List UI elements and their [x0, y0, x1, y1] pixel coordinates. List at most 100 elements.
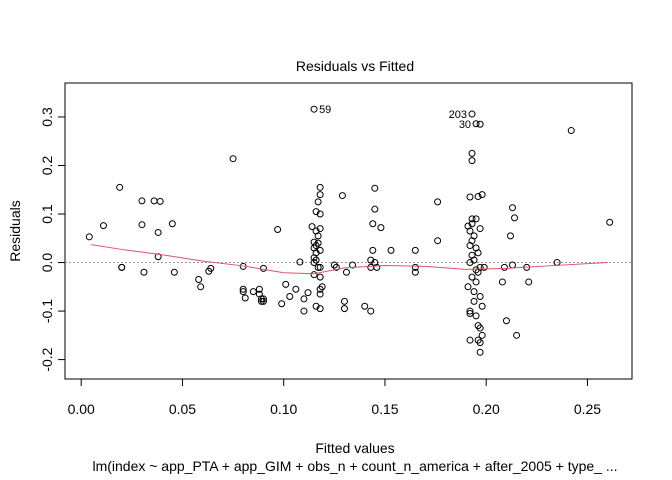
- y-tick-label: 0.2: [39, 156, 55, 176]
- x-tick-label: 0.00: [68, 401, 95, 417]
- x-tick-label: 0.05: [169, 401, 196, 417]
- y-tick-label: -0.1: [39, 299, 55, 323]
- smoother-line: [91, 244, 608, 275]
- residual-point: [361, 302, 369, 310]
- residual-point: [310, 271, 318, 279]
- residual-point: [249, 288, 257, 296]
- residual-point: [342, 268, 350, 276]
- residual-points: [85, 105, 614, 356]
- residual-point: [168, 220, 176, 228]
- residual-point: [502, 317, 510, 325]
- residual-point: [476, 225, 484, 233]
- residual-point: [138, 221, 146, 229]
- residual-point: [229, 155, 237, 163]
- residual-point: [509, 204, 517, 212]
- residual-point: [316, 225, 324, 233]
- residual-point: [310, 105, 318, 113]
- residual-point: [255, 285, 263, 293]
- residual-point: [259, 297, 267, 305]
- residual-point: [476, 339, 484, 347]
- outlier-label: 59: [319, 104, 331, 116]
- residual-point: [470, 297, 478, 305]
- residual-point: [197, 283, 205, 291]
- residual-point: [470, 288, 478, 296]
- residual-point: [498, 278, 506, 286]
- residual-point: [434, 198, 442, 206]
- residual-point: [411, 268, 419, 276]
- residual-point: [434, 237, 442, 245]
- residual-point: [154, 228, 162, 236]
- model-formula-subtitle: lm(index ~ app_PTA + app_GIM + obs_n + c…: [92, 458, 617, 474]
- residual-point: [308, 223, 316, 231]
- residual-point: [286, 293, 294, 301]
- residual-point: [85, 233, 93, 241]
- residual-point: [470, 232, 478, 240]
- x-tick-label: 0.20: [473, 401, 500, 417]
- residual-point: [474, 249, 482, 257]
- residual-point: [468, 273, 476, 281]
- residual-point: [513, 331, 521, 339]
- residual-point: [476, 263, 484, 271]
- residual-point: [241, 294, 249, 302]
- residual-point: [373, 263, 381, 271]
- residual-point: [140, 268, 148, 276]
- residual-point: [476, 348, 484, 356]
- residual-point: [316, 210, 324, 218]
- residual-point: [466, 227, 474, 235]
- y-tick-label: 0.3: [39, 107, 55, 127]
- residual-point: [411, 246, 419, 254]
- residual-point: [511, 214, 519, 222]
- residual-point: [472, 278, 480, 286]
- chart-title: Residuals vs Fitted: [296, 58, 414, 74]
- residual-point: [99, 222, 107, 230]
- residual-point: [154, 253, 162, 261]
- residual-point: [466, 309, 474, 317]
- residual-point: [472, 215, 480, 223]
- x-tick-label: 0.15: [371, 401, 398, 417]
- residual-point: [207, 264, 215, 272]
- residual-point: [468, 215, 476, 223]
- residual-point: [316, 290, 324, 298]
- residual-point: [468, 149, 476, 157]
- residual-point: [296, 258, 304, 266]
- residual-point: [314, 263, 322, 271]
- residual-point: [606, 218, 614, 226]
- y-axis: -0.2 -0.1 0.0 0.1 0.2 0.3: [39, 107, 66, 372]
- residual-point: [478, 191, 486, 199]
- x-axis: 0.00 0.05 0.10 0.15 0.20 0.25: [68, 378, 601, 417]
- y-tick-label: -0.2: [39, 347, 55, 371]
- residual-point: [138, 197, 146, 205]
- residual-point: [318, 283, 326, 291]
- residual-point: [170, 268, 178, 276]
- residual-point: [480, 263, 488, 271]
- residual-point: [316, 246, 324, 254]
- residual-point: [314, 232, 322, 240]
- residual-point: [476, 324, 484, 332]
- residual-point: [316, 191, 324, 199]
- residual-point: [314, 198, 322, 206]
- residual-point: [195, 276, 203, 284]
- residual-point: [300, 307, 308, 315]
- residual-point: [338, 192, 346, 200]
- residual-point: [340, 305, 348, 313]
- residual-point: [507, 232, 514, 240]
- residual-point: [316, 263, 324, 271]
- residual-point: [316, 183, 324, 191]
- residual-point: [474, 193, 482, 201]
- residual-point: [567, 127, 575, 135]
- y-tick-label: 0.1: [39, 204, 55, 224]
- residual-point: [411, 263, 419, 271]
- residual-point: [371, 205, 379, 213]
- residual-point: [525, 278, 533, 286]
- residual-point: [367, 307, 375, 315]
- x-tick-label: 0.10: [270, 401, 297, 417]
- residual-point: [312, 256, 320, 264]
- residual-point: [239, 288, 247, 296]
- outlier-label: 203: [449, 109, 467, 121]
- residual-point: [387, 246, 395, 254]
- residual-point: [472, 312, 480, 320]
- x-tick-label: 0.25: [574, 401, 601, 417]
- residual-point: [239, 285, 247, 293]
